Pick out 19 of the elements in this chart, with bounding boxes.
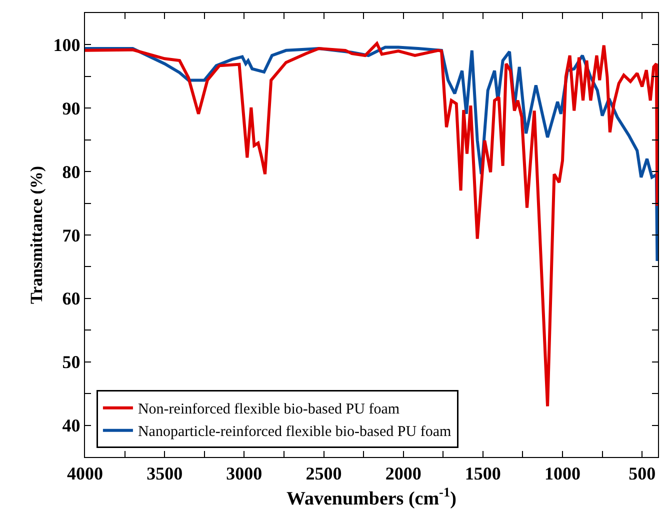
y-tick-label: 70: [62, 225, 80, 246]
y-tick-label: 50: [62, 352, 80, 372]
y-tick-label: 40: [62, 416, 80, 436]
legend-label: Non-reinforced flexible bio-based PU foam: [138, 402, 400, 418]
x-tick-label: 3500: [146, 464, 183, 484]
legend-label: Nanoparticle-reinforced flexible bio-based PU foam: [138, 424, 452, 440]
x-tick-label: 2000: [385, 464, 422, 484]
y-tick-label: 80: [62, 162, 80, 182]
y-axis-title: Transmittance (%): [26, 166, 46, 304]
x-axis-title: Wavenumbers (cm$^{-1}$): [286, 484, 456, 510]
x-tick-label: 1000: [544, 464, 580, 484]
y-tick-label: 60: [62, 288, 80, 309]
x-tick-label: 1500: [464, 464, 501, 484]
x-tick-label: 3000: [226, 464, 262, 484]
y-tick-label: 90: [62, 98, 80, 118]
x-tick-label: 2500: [306, 464, 342, 484]
x-tick-label: 500: [628, 464, 656, 484]
x-tick-label: 4000: [67, 464, 103, 484]
y-tick-label: 100: [53, 35, 80, 56]
